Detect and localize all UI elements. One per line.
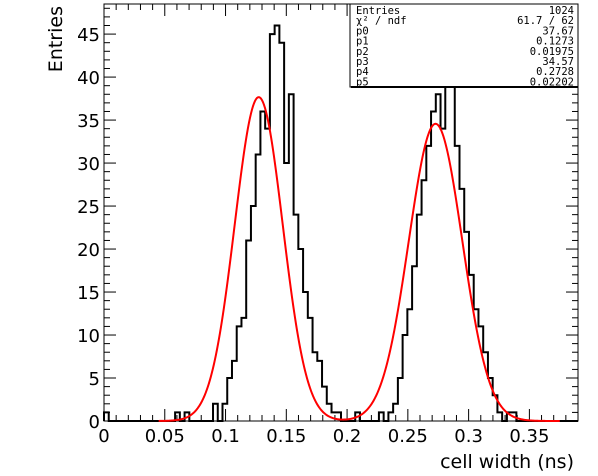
y-tick-label: 45: [77, 25, 100, 46]
stats-value: 0.1273: [536, 36, 574, 48]
fit-curve: [158, 96, 560, 422]
stats-label: p5: [356, 76, 369, 88]
y-tick-label: 30: [77, 154, 100, 175]
histogram-bars: [103, 24, 578, 422]
x-axis-title: cell width (ns): [440, 451, 574, 473]
x-tick-label: 0.15: [266, 426, 306, 447]
stats-value: 37.67: [542, 25, 574, 37]
y-tick-label: 25: [77, 197, 100, 218]
x-tick-labels: 0 0.05 0.1 0.15 0.2 0.25 0.3 0.35: [98, 426, 549, 447]
stats-label: p4: [356, 66, 369, 78]
x-tick-label: 0: [98, 426, 109, 447]
x-tick-label: 0.35: [509, 426, 549, 447]
y-tick-label: 35: [77, 111, 100, 132]
x-tick-label: 0.2: [333, 426, 362, 447]
x-tick-label: 0.25: [388, 426, 428, 447]
stats-label: p1: [356, 36, 369, 48]
axis-ticks: [103, 4, 579, 422]
stats-value: 0.02202: [530, 76, 574, 88]
y-tick-label: 5: [89, 369, 100, 390]
stats-value: 34.57: [542, 56, 574, 68]
y-tick-label: 15: [77, 283, 100, 304]
x-tick-label: 0.1: [211, 426, 240, 447]
stats-value: 0.01975: [530, 46, 574, 58]
stats-value: 1024: [549, 5, 574, 17]
y-tick-label: 20: [77, 240, 100, 261]
y-tick-label: 0: [89, 412, 100, 433]
x-tick-label: 0.05: [145, 426, 185, 447]
stats-label: χ² / ndf: [356, 15, 407, 27]
y-tick-label: 10: [77, 326, 100, 347]
y-tick-labels: 0 5 10 15 20 25 30 35 40 45: [77, 25, 100, 433]
y-axis-title: Entries: [45, 6, 67, 72]
stats-value: 0.2728: [536, 66, 574, 78]
stats-label: p3: [356, 56, 369, 68]
stats-label: Entries: [356, 5, 400, 17]
stats-box-frame: [349, 3, 579, 88]
stats-box: Entries 1024 χ² / ndf 61.7 / 62 p0 37.67 p1 0.1…: [349, 3, 579, 88]
stats-label: p0: [356, 25, 369, 37]
x-tick-label: 0.3: [454, 426, 483, 447]
stats-label: p2: [356, 46, 369, 58]
y-tick-label: 40: [77, 68, 100, 89]
stats-rows: Entries 1024 χ² / ndf 61.7 / 62 p0 37.67 p1 0.1…: [356, 5, 574, 88]
stats-value: 61.7 / 62: [517, 15, 574, 27]
